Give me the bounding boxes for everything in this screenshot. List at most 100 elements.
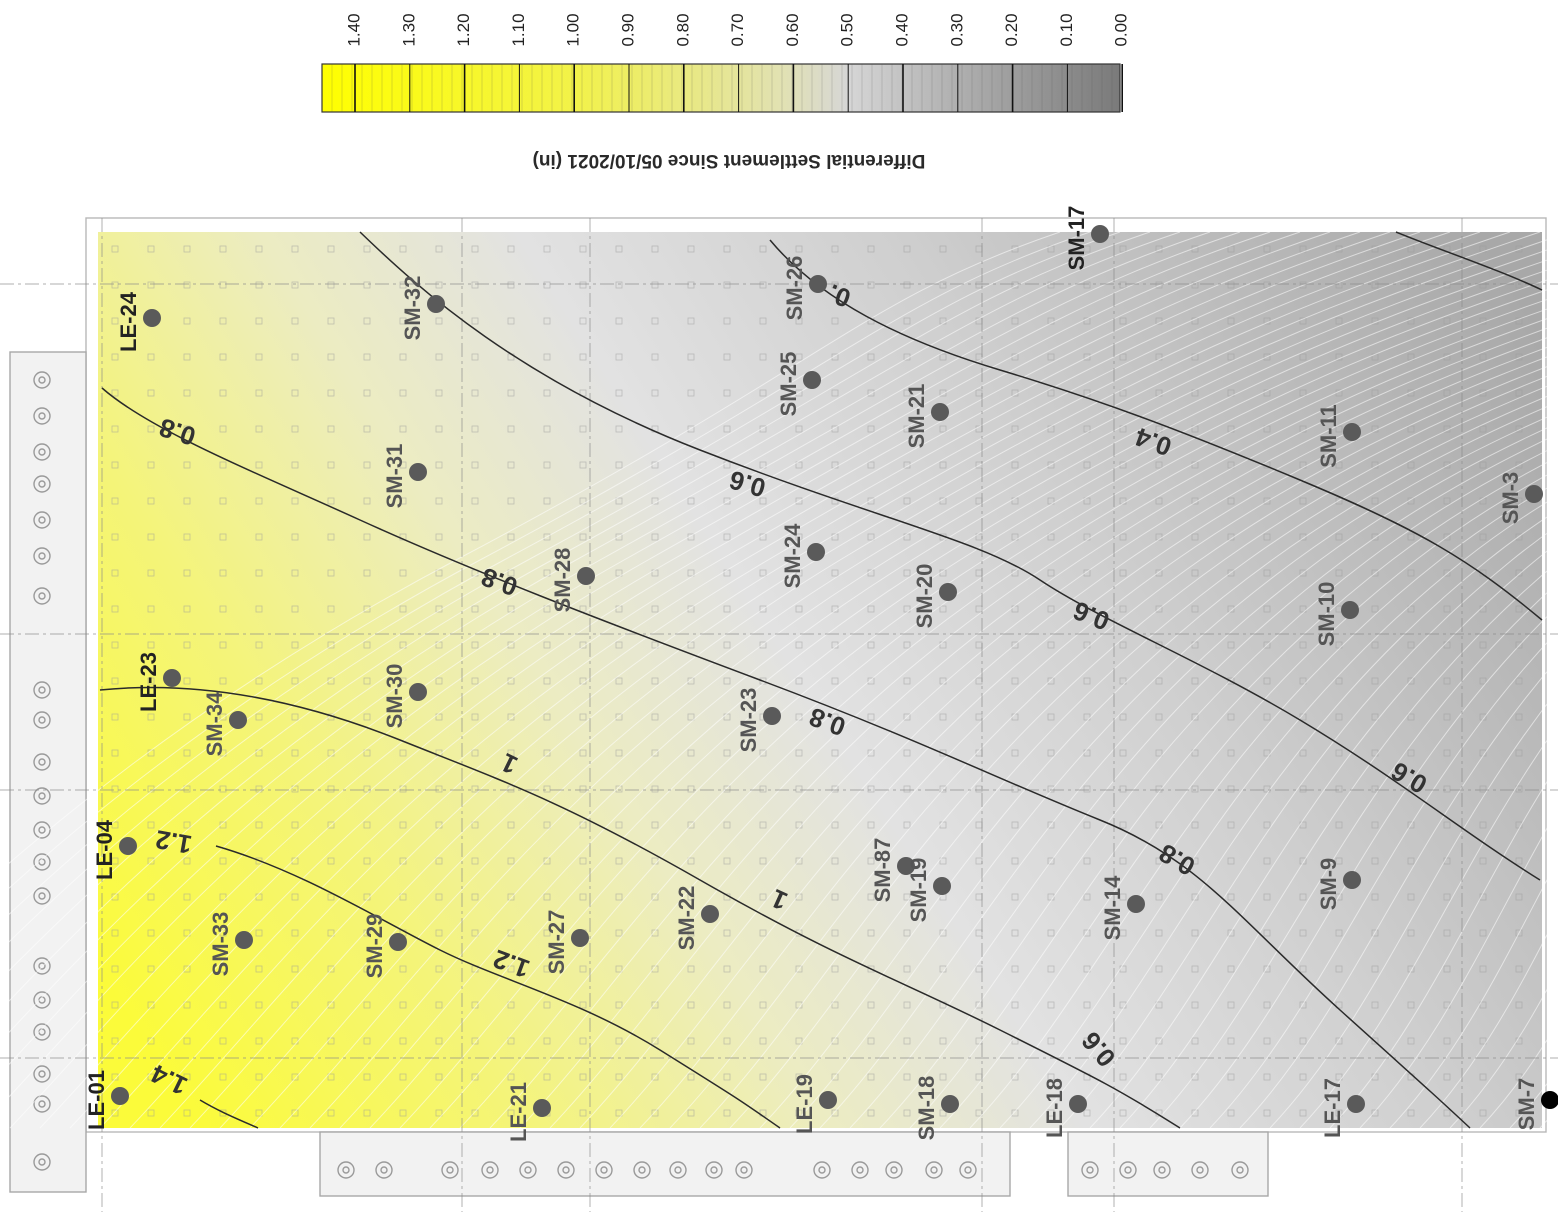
monitor-marker[interactable] <box>1069 1095 1087 1113</box>
monitor-point[interactable]: SM-22 <box>674 886 719 951</box>
monitor-point[interactable]: SM-23 <box>736 688 781 753</box>
monitor-marker[interactable] <box>235 931 253 949</box>
monitor-marker[interactable] <box>1541 1091 1558 1109</box>
pier-circle <box>519 1161 537 1179</box>
monitor-point[interactable]: SM-17 <box>1064 206 1109 271</box>
monitor-marker[interactable] <box>533 1099 551 1117</box>
monitor-point[interactable]: LE-19 <box>792 1074 837 1134</box>
monitor-point[interactable]: SM-18 <box>914 1076 959 1141</box>
monitor-marker[interactable] <box>931 403 949 421</box>
monitor-label: SM-24 <box>780 523 805 589</box>
monitor-marker[interactable] <box>229 711 247 729</box>
contour-line <box>101 387 1471 1129</box>
monitor-marker[interactable] <box>163 669 181 687</box>
monitor-point[interactable]: LE-18 <box>1042 1078 1087 1138</box>
monitor-point[interactable]: SM-20 <box>912 564 957 629</box>
monitor-point[interactable]: SM-10 <box>1314 582 1359 647</box>
monitor-point[interactable]: SM-25 <box>776 352 821 417</box>
monitor-point[interactable]: LE-24 <box>116 291 161 352</box>
monitor-marker[interactable] <box>807 543 825 561</box>
monitor-marker[interactable] <box>897 857 915 875</box>
pier-circle <box>557 1161 575 1179</box>
monitor-marker[interactable] <box>1343 871 1361 889</box>
legend-tick-label: 0.30 <box>947 13 966 46</box>
pier-markers-bottom <box>337 1161 1249 1179</box>
monitor-marker[interactable] <box>111 1087 129 1105</box>
monitor-point[interactable]: SM-21 <box>904 384 949 449</box>
monitor-marker[interactable] <box>1127 895 1145 913</box>
monitor-point[interactable]: SM-31 <box>382 444 427 509</box>
monitor-label: SM-11 <box>1316 404 1341 468</box>
monitor-point[interactable]: SM-11 <box>1316 404 1361 468</box>
monitor-point[interactable]: SM-7 <box>1514 1078 1558 1131</box>
monitor-point[interactable]: SM-30 <box>382 664 427 729</box>
monitor-point[interactable]: SM-26 <box>782 256 827 321</box>
pier-circle <box>33 711 51 729</box>
monitor-marker[interactable] <box>577 567 595 585</box>
monitor-marker[interactable] <box>427 295 445 313</box>
monitor-point[interactable]: SM-28 <box>550 548 595 613</box>
pier-circle <box>595 1161 613 1179</box>
pier-circle <box>33 443 51 461</box>
monitor-point[interactable]: SM-27 <box>544 910 589 975</box>
monitor-marker[interactable] <box>1347 1095 1365 1113</box>
monitor-marker[interactable] <box>389 933 407 951</box>
monitor-point[interactable]: SM-34 <box>202 691 247 757</box>
monitor-marker[interactable] <box>1341 601 1359 619</box>
minor-contours <box>0 231 1558 1129</box>
monitor-point[interactable]: SM-29 <box>362 914 407 979</box>
monitor-marker[interactable] <box>933 877 951 895</box>
monitor-label: LE-21 <box>506 1082 531 1142</box>
monitor-label: LE-04 <box>92 819 117 880</box>
monitor-point[interactable]: SM-33 <box>208 912 253 977</box>
monitor-marker[interactable] <box>941 1095 959 1113</box>
pier-circle <box>337 1161 355 1179</box>
monitor-label: SM-18 <box>914 1076 939 1141</box>
pier-circle <box>33 991 51 1009</box>
monitor-marker[interactable] <box>809 275 827 293</box>
pier-circle <box>705 1161 723 1179</box>
monitor-marker[interactable] <box>1525 485 1543 503</box>
pier-circle <box>33 407 51 425</box>
monitor-point[interactable]: LE-17 <box>1320 1078 1365 1138</box>
monitor-marker[interactable] <box>701 905 719 923</box>
pier-circle <box>1119 1161 1137 1179</box>
monitor-point[interactable]: SM-14 <box>1100 875 1145 941</box>
monitor-label: SM-9 <box>1316 858 1341 911</box>
pier-circle <box>669 1161 687 1179</box>
legend-tick-label: 0.40 <box>892 13 911 46</box>
monitor-marker[interactable] <box>119 837 137 855</box>
monitor-marker[interactable] <box>939 583 957 601</box>
pier-circle <box>33 475 51 493</box>
monitor-point[interactable]: SM-19 <box>906 858 951 923</box>
monitor-marker[interactable] <box>1091 225 1109 243</box>
monitor-marker[interactable] <box>763 707 781 725</box>
monitor-label: SM-19 <box>906 858 931 923</box>
legend-tick-label: 0.20 <box>1002 13 1021 46</box>
monitor-point[interactable]: SM-32 <box>400 276 445 341</box>
monitor-label: SM-21 <box>904 384 929 449</box>
monitor-point[interactable]: SM-9 <box>1316 858 1361 911</box>
monitor-label: SM-3 <box>1498 472 1523 525</box>
monitor-point[interactable]: LE-21 <box>506 1082 551 1142</box>
monitor-label: SM-29 <box>362 914 387 979</box>
monitor-point[interactable]: LE-04 <box>92 819 137 880</box>
monitor-marker[interactable] <box>1343 423 1361 441</box>
legend-tick-label: 1.10 <box>509 13 528 46</box>
monitor-marker[interactable] <box>143 309 161 327</box>
monitor-label: SM-33 <box>208 912 233 977</box>
monitor-point[interactable]: LE-23 <box>136 652 181 712</box>
legend: 1.40 1.30 1.20 1.10 1.00 0.90 0.80 0.70 0.60 0.50… <box>321 13 1131 171</box>
monitor-marker[interactable] <box>571 929 589 947</box>
monitor-marker[interactable] <box>409 683 427 701</box>
pier-circle <box>1231 1161 1249 1179</box>
monitor-marker[interactable] <box>803 371 821 389</box>
monitor-point[interactable]: SM-3 <box>1498 472 1543 525</box>
monitor-point[interactable]: SM-87 <box>870 838 915 903</box>
monitor-marker[interactable] <box>409 463 427 481</box>
monitor-point[interactable]: LE-01 <box>84 1070 129 1130</box>
legend-tick-label: 1.40 <box>344 13 363 46</box>
monitor-marker[interactable] <box>819 1091 837 1109</box>
pier-circle <box>959 1161 977 1179</box>
monitor-point[interactable]: SM-24 <box>780 523 825 589</box>
